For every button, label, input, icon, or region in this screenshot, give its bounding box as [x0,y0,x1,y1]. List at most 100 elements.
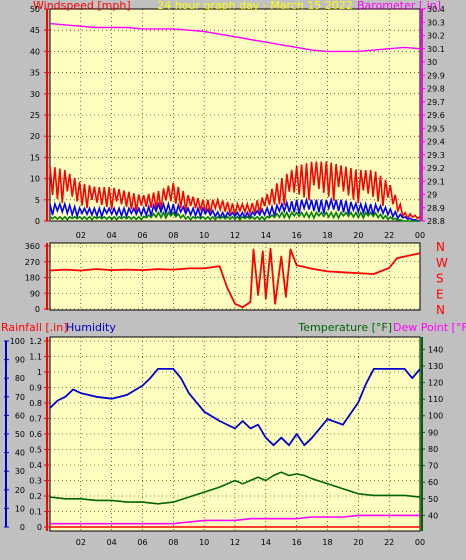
panel2-left-tick-label: 90 [30,289,40,298]
panel3-rain-tick-label: 0.9 [29,384,42,393]
panel3-temp-tick-label: 70 [428,462,438,471]
panel3-x-tick-label: 16 [292,538,302,547]
wind-minimum-band [49,210,420,222]
panel1-right-tick-label: 29.7 [427,98,445,107]
panel1-left-tick-label: 0 [35,217,40,226]
panel1-right-tick-label: 29.2 [427,164,445,173]
panel3-temp-tick-label: 80 [428,445,438,454]
panel1-left-tick-label: 5 [35,196,40,205]
panel3-x-tick-label: 00 [415,538,425,547]
panel3-rain-tick-label: 0.7 [29,415,42,424]
panel3-x-tick-label: 08 [168,538,178,547]
panel3-humidity-tick-label: 10 [15,504,25,513]
panel3-dewpoint-axis-title: Dew Point [°F] [393,321,466,334]
panel3-humidity-tick-label: 20 [15,486,25,495]
panel3-temp-tick-label: 40 [428,511,438,520]
panel2-left-tick-label: 0 [35,305,40,314]
panel3-x-tick-label: 22 [384,538,394,547]
panel3-rain-tick-label: 0.1 [29,508,42,517]
panel3-humidity-tick-label: 60 [15,411,25,420]
panel3-temp-tick-label: 120 [428,379,443,388]
panel3-humidity-tick-label: 0 [20,523,25,532]
panel1-x-tick-label: 06 [137,231,147,240]
panel3-temp-tick-label: 60 [428,478,438,487]
chart-title: 24 hour graph day - March 15 2022 [157,0,353,12]
panel1-right-tick-label: 29.1 [427,177,445,186]
panel3-temp-tick-label: 140 [428,345,443,354]
panel1-x-tick-label: 10 [199,231,209,240]
panel2-compass-label: W [436,256,448,270]
panel1-left-tick-label: 10 [30,175,40,184]
panel1-x-tick-label: 04 [107,231,117,240]
panel3-rain-tick-label: 0.5 [29,446,42,455]
panel1-left-tick-label: 30 [30,90,40,99]
panel1-left-tick-label: 50 [30,5,40,14]
panel1-x-tick-label: 14 [261,231,271,240]
panel1-left-tick-label: 40 [30,47,40,56]
panel3-temp-tick-label: 50 [428,495,438,504]
panel3-rain-tick-label: 0.3 [29,477,42,486]
panel3-humidity-tick-label: 40 [15,449,25,458]
panel2-compass-label: S [436,272,444,286]
panel3-rain-tick-label: 1 [37,368,42,377]
panel3-temp-axis-title: Temperature [°F] [297,321,392,334]
panel1-right-tick-label: 29 [427,191,437,200]
panel1-right-tick-label: 29.5 [427,124,445,133]
barometer-line [49,22,421,53]
panel3-temp-tick-label: 100 [428,412,443,421]
wind-average-band [49,196,421,222]
panel3-humidity-tick-label: 80 [15,374,25,383]
panel1-right-tick-label: 30.3 [427,18,445,27]
panel1-right-tick-label: 30.1 [427,45,445,54]
panel3-rain-tick-label: 1.1 [29,353,42,362]
panel1-x-tick-label: 02 [76,231,86,240]
panel3-x-tick-label: 20 [353,538,363,547]
panel1-right-tick-label: 30 [427,58,437,67]
panel3-x-tick-label: 14 [261,538,271,547]
panel1-x-tick-label: 20 [353,231,363,240]
panel1-left-tick-label: 15 [30,153,40,162]
panel1-right-tick-label: 28.9 [427,204,445,213]
panel3-x-tick-label: 10 [199,538,209,547]
panel2-left-tick-label: 360 [25,242,40,251]
panel3-x-tick-label: 12 [230,538,240,547]
panel2-left-tick-label: 180 [25,274,40,283]
dewpoint-line [50,514,420,525]
panel1-right-tick-label: 29.4 [427,138,445,147]
panel1-x-tick-label: 08 [168,231,178,240]
panel3-rain-axis-title: Rainfall [.in] [1,321,68,334]
panel3-humidity-axis-title: Humidity [66,321,116,334]
panel3-temp-tick-label: 110 [428,395,443,404]
panel2-compass-label: N [436,240,445,254]
panel3-rain-tick-label: 1.2 [29,337,42,346]
panel1-left-tick-label: 35 [30,69,40,78]
panel1-left-tick-label: 45 [30,26,40,35]
panel1-x-tick-label: 12 [230,231,240,240]
panel1-right-tick-label: 29.3 [427,151,445,160]
panel3-temp-tick-label: 90 [428,428,438,437]
panel3-humidity-tick-label: 50 [15,430,25,439]
temperature-line [49,471,421,505]
panel3-humidity-tick-label: 90 [15,356,25,365]
panel3-rain-tick-label: 0.4 [29,461,42,470]
humidity-line [49,367,421,447]
panel1-x-tick-label: 00 [415,231,425,240]
panel1-right-tick-label: 29.6 [427,111,445,120]
panel1-left-tick-label: 20 [30,132,40,141]
panel3-x-tick-label: 18 [322,538,332,547]
panel1-right-tick-label: 29.8 [427,85,445,94]
panel3-humidity-tick-label: 70 [15,393,25,402]
panel3-rain-tick-label: 0.2 [29,492,42,501]
panel3-temp-tick-label: 130 [428,362,443,371]
panel2-left-tick-label: 270 [25,258,40,267]
panel1-right-tick-label: 28.8 [427,217,445,226]
panel1-x-tick-label: 22 [384,231,394,240]
panel3-humidity-tick-label: 100 [10,337,25,346]
panel1-right-tick-label: 29.9 [427,71,445,80]
panel1-right-tick-label: 30.2 [427,32,445,41]
panel3-humidity-tick-label: 30 [15,467,25,476]
panel3-x-tick-label: 02 [76,538,86,547]
panel3-rain-tick-label: 0 [37,523,42,532]
